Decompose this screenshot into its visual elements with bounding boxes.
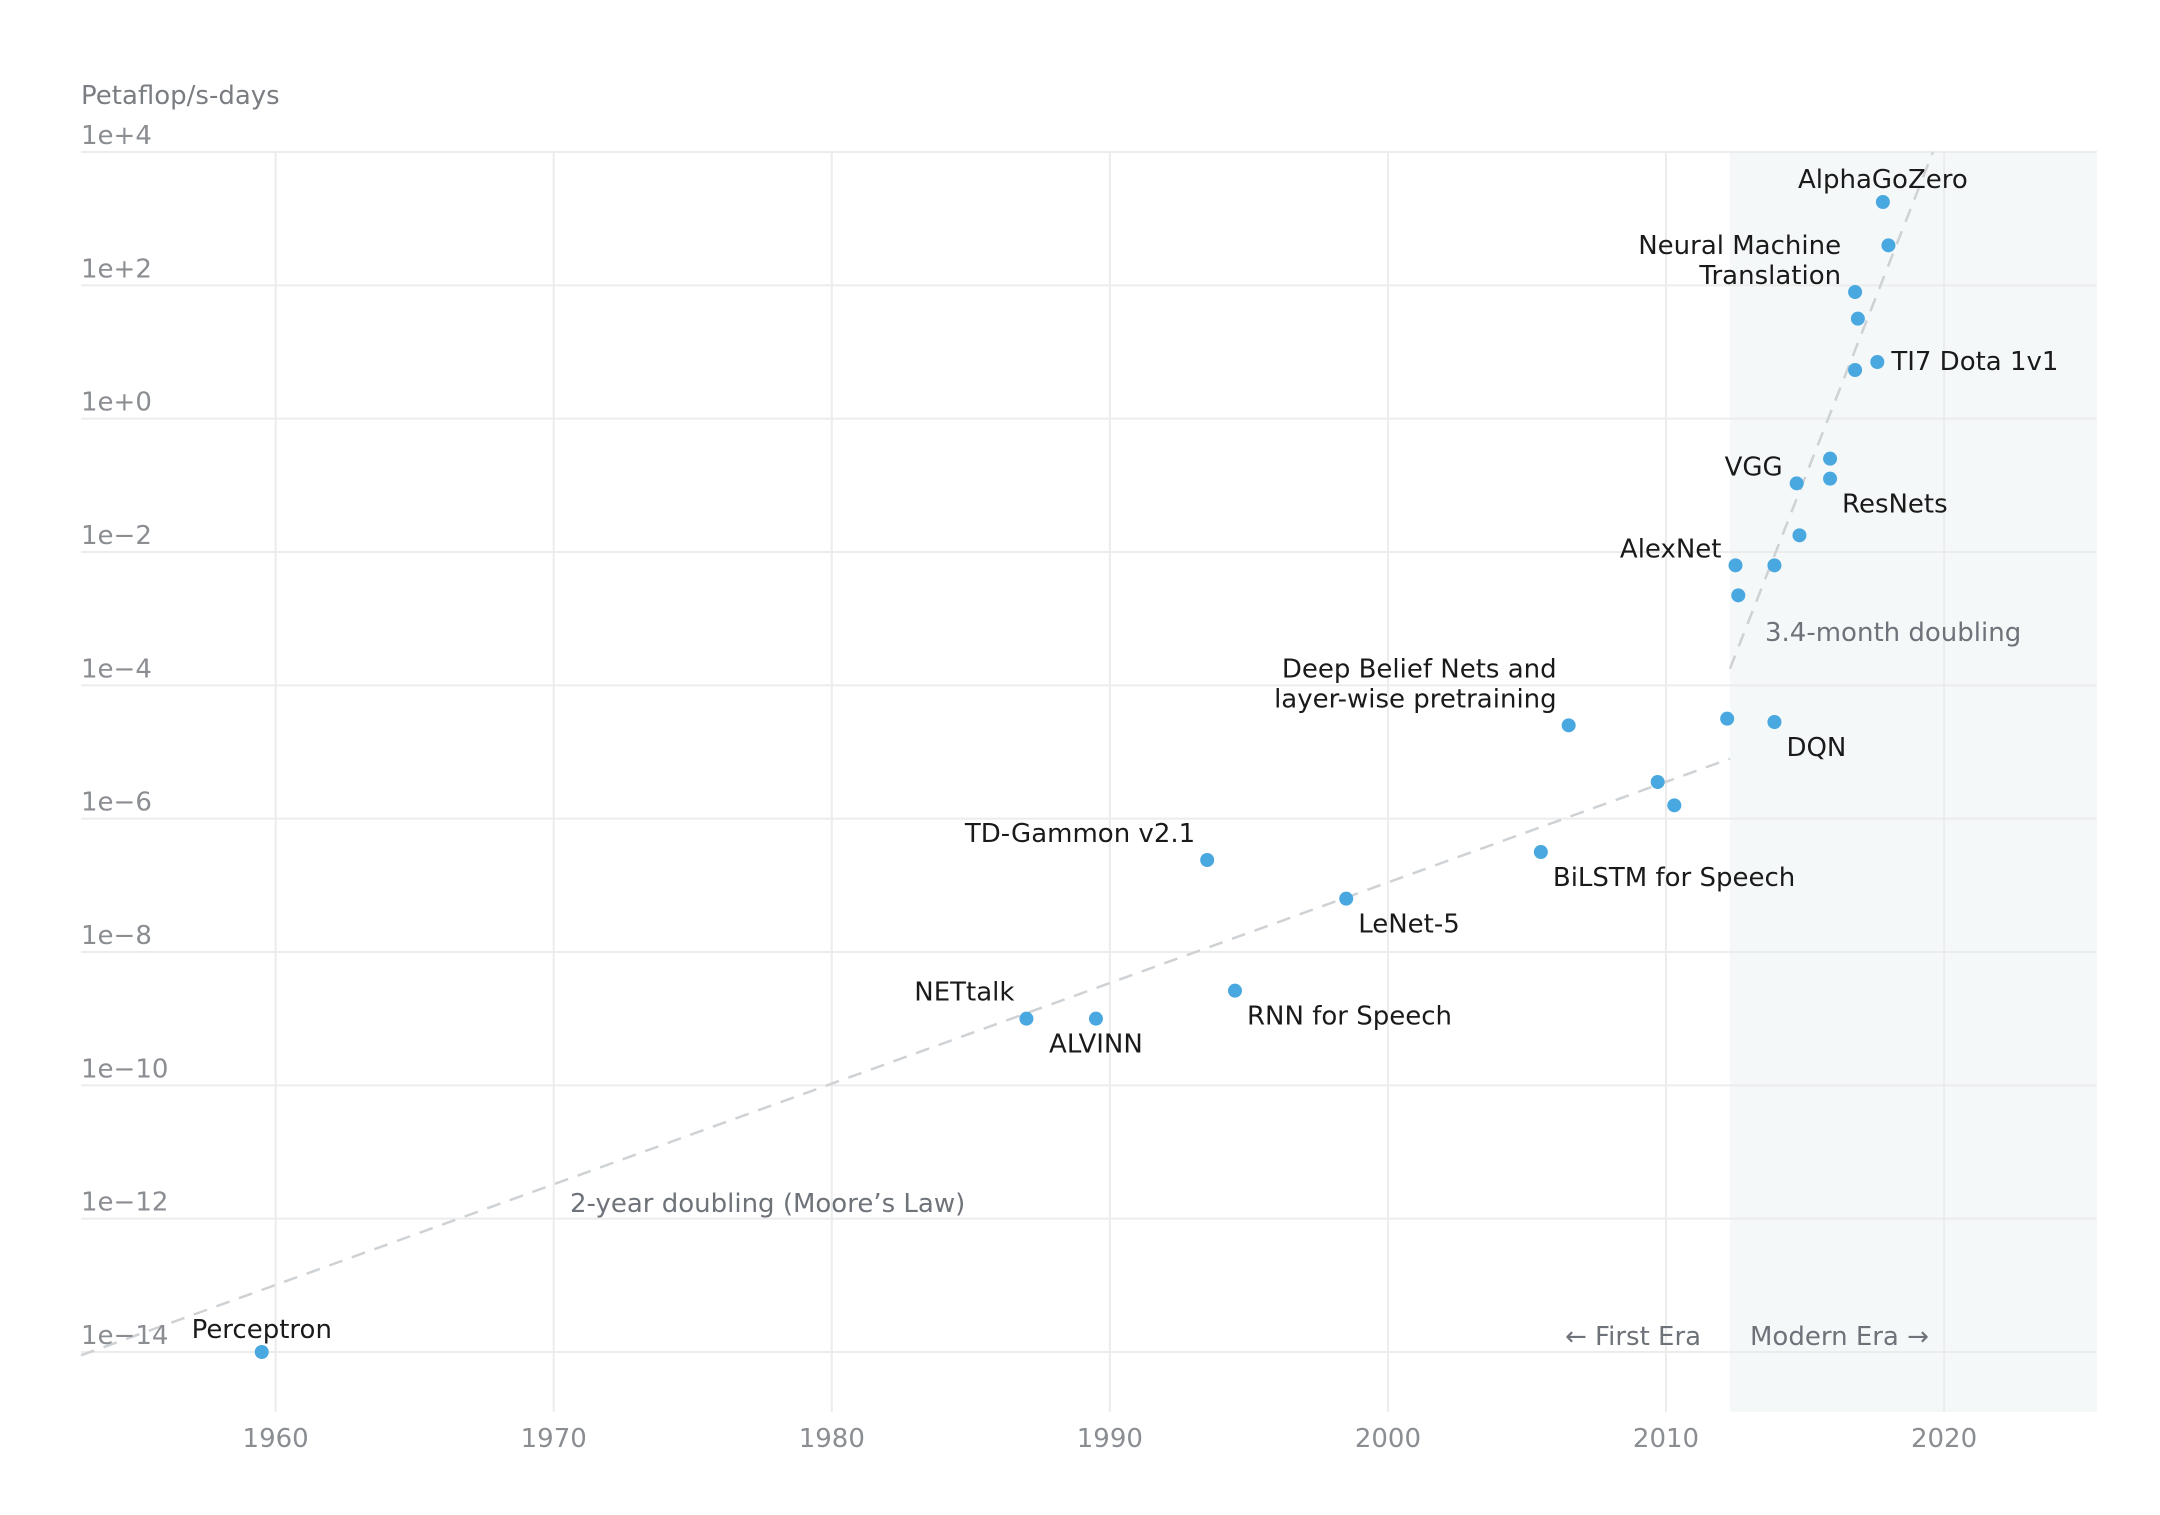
point-label: TI7 Dota 1v1 <box>1890 347 2058 377</box>
trend-lines <box>80 151 1935 1357</box>
point-label: RNN for Speech <box>1247 1002 1452 1032</box>
x-tick-label: 2010 <box>1633 1424 1699 1454</box>
modern-doubling-annotation: 3.4-month doubling <box>1765 618 2021 648</box>
data-point[interactable] <box>1767 715 1782 729</box>
data-point[interactable] <box>1848 363 1863 377</box>
point-label: AlphaGoZero <box>1798 165 1968 195</box>
data-point[interactable] <box>1848 285 1863 299</box>
data-points <box>254 195 1896 1359</box>
y-tick-label: 1e−10 <box>81 1054 168 1084</box>
data-point[interactable] <box>1792 528 1807 543</box>
data-point[interactable] <box>1823 471 1838 486</box>
point-labels: Perceptron NETtalk ALVINN TD-Gammon v2.1 RNN… <box>192 165 2059 1345</box>
y-tick-label: 1e−4 <box>81 654 152 684</box>
point-label: Neural Machine Translation <box>1638 231 1841 291</box>
data-point[interactable] <box>1731 588 1746 603</box>
x-tick-label: 2000 <box>1355 1424 1421 1454</box>
data-point[interactable] <box>1667 798 1682 813</box>
data-point[interactable] <box>1561 718 1576 733</box>
point-label: LeNet-5 <box>1358 910 1460 940</box>
moores-law-annotation: 2-year doubling (Moore’s Law) <box>570 1189 965 1219</box>
y-tick-label: 1e+2 <box>81 254 152 284</box>
first-era-label: ← First Era <box>1565 1322 1701 1352</box>
data-point[interactable] <box>1789 476 1804 491</box>
modern-era-label: Modern Era → <box>1750 1322 1929 1352</box>
point-label: Perceptron <box>192 1315 332 1345</box>
y-tick-label: 1e−6 <box>81 788 152 818</box>
data-point[interactable] <box>1227 983 1242 998</box>
grid-lines <box>81 151 2097 1412</box>
data-point[interactable] <box>1088 1011 1103 1026</box>
point-label: NETtalk <box>914 978 1014 1008</box>
data-point[interactable] <box>1728 558 1743 573</box>
y-tick-label: 1e−8 <box>81 921 152 951</box>
data-point[interactable] <box>1650 775 1665 789</box>
y-tick-label: 1e−14 <box>81 1321 168 1351</box>
y-tick-label: 1e+4 <box>81 121 152 151</box>
x-tick-label: 1960 <box>243 1424 309 1454</box>
trend-line <box>80 757 1731 1357</box>
x-tick-label: 1980 <box>799 1424 865 1454</box>
x-tick-label: 1990 <box>1077 1424 1143 1454</box>
data-point[interactable] <box>1339 891 1354 906</box>
data-point[interactable] <box>254 1345 269 1359</box>
x-tick-label: 1970 <box>521 1424 587 1454</box>
y-tick-label: 1e+0 <box>81 388 152 418</box>
point-label: AlexNet <box>1620 534 1722 564</box>
axes: 1e+4 1e+2 1e+0 1e−2 1e−4 1e−6 1e−8 1e−10 1e−12 1e… <box>81 121 1977 1454</box>
data-point[interactable] <box>1850 311 1865 326</box>
point-label: DQN <box>1786 733 1846 763</box>
point-label: ALVINN <box>1049 1030 1143 1060</box>
data-point[interactable] <box>1533 845 1548 859</box>
x-tick-label: 2020 <box>1911 1424 1977 1454</box>
data-point[interactable] <box>1870 355 1885 369</box>
data-point[interactable] <box>1720 711 1735 726</box>
data-point[interactable] <box>1200 853 1215 867</box>
point-label: Deep Belief Nets and layer-wise pretraini… <box>1274 654 1557 714</box>
y-axis-title: Petaflop/s-days <box>81 81 280 111</box>
data-point[interactable] <box>1019 1011 1034 1026</box>
data-point[interactable] <box>1823 451 1838 466</box>
modern-era-shade <box>1729 152 2097 1412</box>
point-label: VGG <box>1725 452 1783 482</box>
trend-line <box>1728 151 1935 670</box>
point-label: ResNets <box>1842 490 1948 520</box>
data-point[interactable] <box>1881 238 1896 253</box>
point-label: TD-Gammon v2.1 <box>964 819 1195 849</box>
point-label: BiLSTM for Speech <box>1553 863 1795 893</box>
data-point[interactable] <box>1875 195 1890 209</box>
y-tick-label: 1e−2 <box>81 521 152 551</box>
y-tick-label: 1e−12 <box>81 1188 168 1218</box>
data-point[interactable] <box>1767 558 1782 573</box>
